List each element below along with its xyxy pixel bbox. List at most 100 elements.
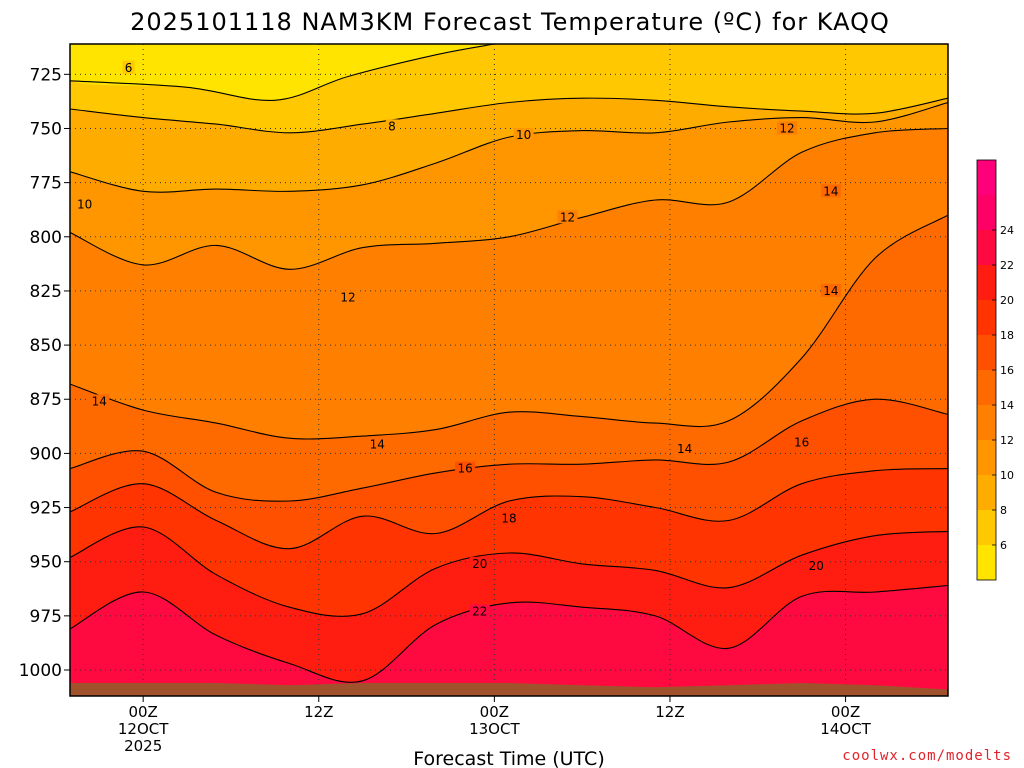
contour-label: 14 [677,442,692,456]
contour-label-bg [469,604,490,618]
x-tick-label: 12Z [655,703,684,721]
contour-label-bg [74,197,95,211]
contour-label: 12 [340,290,355,304]
contour-label: 12 [560,210,575,224]
y-tick-label: 975 [30,607,62,627]
contour-label-bg [820,283,841,297]
contour-label-bg [806,559,827,573]
colorbar-segment [977,300,996,335]
contour-label-bg [338,290,359,304]
grid-lines [70,44,948,696]
contour-label-bg [513,127,534,141]
temperature-fill [70,44,948,696]
y-tick-label: 775 [30,174,62,194]
colorbar-segment [977,510,996,545]
contour-label-bg [122,60,135,74]
contour-label: 16 [794,436,809,450]
band-22 [70,585,948,696]
contour-label-bg [820,184,841,198]
y-tick-label: 950 [30,553,62,573]
contour-label: 12 [779,121,794,135]
contour-label-bg [674,442,695,456]
contour-label-bg [499,511,519,525]
x-axis-label: Forecast Time (UTC) [413,748,604,768]
x-tick-label: 00Z [480,703,509,721]
y-tick-label: 925 [30,499,62,519]
colorbar-segment [977,160,996,195]
contour-label: 22 [472,605,487,619]
contour-label-bg [469,556,490,570]
isotherm-8 [70,97,948,134]
y-tick-label: 725 [30,65,62,85]
x-tick-label: 14OCT [820,720,871,738]
x-tick-label: 00Z [831,703,860,721]
contour-label-bg [89,394,110,408]
x-tick-label: 00Z [128,703,157,721]
contour-label: 6 [125,61,133,75]
colorbar-segment [977,335,996,370]
terrain-surface [70,683,948,696]
contour-label-bg [385,119,398,133]
contour-label: 14 [92,394,107,408]
colorbar-label: 24 [1000,224,1014,237]
x-tick-label: 13OCT [469,720,520,738]
isotherm-20 [70,526,948,617]
y-tick-label: 825 [30,282,62,302]
colorbar-label: 12 [1000,434,1014,447]
colorbar-segment [977,370,996,405]
colorbar-label: 18 [1000,329,1014,342]
plot-frame [69,43,949,697]
isotherm-12 [70,127,948,270]
contour-label-bg [367,437,388,451]
colorbar: 6 8 10 12 14 16 18 20 22 24 [976,159,1014,581]
contour-label: 14 [823,184,838,198]
contour-label: 20 [809,559,824,573]
colorbar-segment [977,545,996,580]
colorbar-label: 16 [1000,364,1014,377]
colorbar-segment [977,230,996,265]
colorbar-label: 22 [1000,259,1014,272]
contour-label: 14 [370,438,385,452]
x-tick-label: 2025 [124,737,162,755]
contour-label-bg [791,435,812,449]
contour-labels: 6 8 10 10 12 12 12 14 14 14 14 14 16 16 18 20 20 22 [74,60,841,619]
colorbar-segment [977,440,996,475]
colorbar-label: 6 [1000,539,1007,552]
x-tick-label: 12OCT [118,720,169,738]
contour-label: 20 [472,557,487,571]
isotherm-6 [70,44,495,102]
credit-text: coolwx.com/modelts [842,748,1012,764]
colorbar-label: 14 [1000,399,1014,412]
colorbar-label: 20 [1000,294,1014,307]
y-tick-label: 1000 [19,661,62,681]
colorbar-segment [977,475,996,510]
colorbar-segment [977,405,996,440]
y-tick-label: 800 [30,228,62,248]
isotherm-14 [70,214,948,440]
contour-label: 14 [823,284,838,298]
isotherm-contours [70,44,948,683]
isotherm-16 [70,398,948,502]
colorbar-segment [977,265,996,300]
contour-label: 10 [516,128,531,142]
isotherm-18 [70,468,948,550]
contour-label: 18 [501,511,516,525]
y-axis: 725 750 775 800 825 850 875 900 925 950 975 1000 [19,65,70,681]
colorbar-label: 10 [1000,469,1014,482]
contour-label: 16 [457,462,472,476]
contour-label: 8 [388,119,396,133]
contour-label: 10 [77,197,92,211]
contour-label-bg [777,121,798,135]
isotherm-10 [70,101,948,193]
colorbar-label: 8 [1000,504,1007,517]
y-tick-label: 750 [30,119,62,139]
chart-title: 2025101118 NAM3KM Forecast Temperature (… [130,8,890,36]
y-tick-label: 850 [30,336,62,356]
colorbar-segment [977,195,996,230]
x-tick-label: 12Z [304,703,333,721]
isotherm-22 [70,584,948,683]
contour-label-bg [455,461,476,475]
y-tick-label: 875 [30,390,62,410]
